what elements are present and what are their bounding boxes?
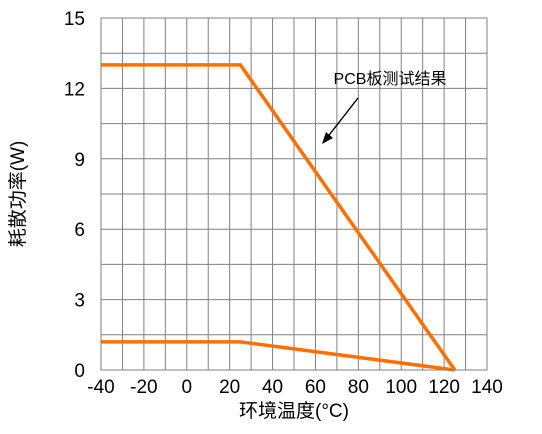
annotation-arrow-shaft <box>325 97 359 140</box>
x-tick-label: 40 <box>262 377 283 398</box>
y-tick-label: 15 <box>64 9 85 30</box>
x-axis-title: 环境温度(°C) <box>239 400 349 422</box>
y-axis-title: 耗散功率(W) <box>7 141 29 248</box>
y-tick-label: 3 <box>74 291 85 312</box>
x-tick-label: 80 <box>348 377 369 398</box>
plot-frame <box>100 17 488 371</box>
annotation: PCB板测试结果 <box>322 70 446 144</box>
y-tick-label: 9 <box>74 150 85 171</box>
x-tick-label: -20 <box>130 377 157 398</box>
x-tick-label: 100 <box>385 377 417 398</box>
x-tick-label: 140 <box>471 377 503 398</box>
annotation-arrow-head <box>322 132 333 144</box>
series-layer <box>101 63 457 372</box>
y-tick-label: 0 <box>74 361 85 382</box>
x-tick-label: 20 <box>219 377 240 398</box>
x-tick-label: 0 <box>181 377 192 398</box>
x-tick-label: 120 <box>428 377 460 398</box>
series-line-2 <box>101 340 456 372</box>
y-tick-labels: 0 3 6 9 12 15 <box>64 9 85 382</box>
x-tick-label: 60 <box>305 377 326 398</box>
annotation-label: PCB板测试结果 <box>334 70 447 88</box>
x-tick-label: -40 <box>87 377 114 398</box>
x-tick-labels: -40 -20 0 20 40 60 80 100 120 140 <box>87 377 503 398</box>
y-tick-label: 12 <box>64 79 85 100</box>
y-tick-label: 6 <box>74 220 85 241</box>
series-line-1 <box>101 63 457 372</box>
grid <box>101 18 487 370</box>
